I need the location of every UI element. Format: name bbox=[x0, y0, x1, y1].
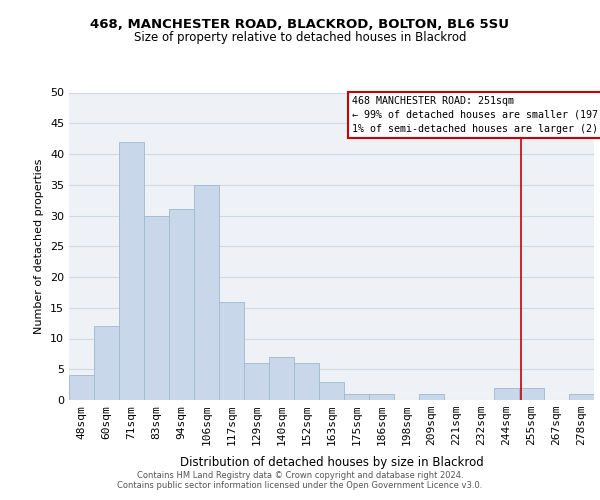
Bar bbox=[269, 357, 294, 400]
Text: 468 MANCHESTER ROAD: 251sqm
← 99% of detached houses are smaller (197)
1% of sem: 468 MANCHESTER ROAD: 251sqm ← 99% of det… bbox=[352, 96, 600, 134]
Bar bbox=[494, 388, 519, 400]
Text: Contains HM Land Registry data © Crown copyright and database right 2024.: Contains HM Land Registry data © Crown c… bbox=[137, 470, 463, 480]
Bar bbox=[244, 363, 269, 400]
Bar bbox=[294, 363, 319, 400]
Bar bbox=[169, 210, 194, 400]
Bar bbox=[344, 394, 369, 400]
Bar bbox=[144, 216, 169, 400]
Bar bbox=[519, 388, 544, 400]
Bar bbox=[219, 302, 244, 400]
Text: Contains public sector information licensed under the Open Government Licence v3: Contains public sector information licen… bbox=[118, 482, 482, 490]
Text: Size of property relative to detached houses in Blackrod: Size of property relative to detached ho… bbox=[134, 31, 466, 44]
Bar bbox=[319, 382, 344, 400]
Bar bbox=[569, 394, 594, 400]
Bar bbox=[419, 394, 444, 400]
X-axis label: Distribution of detached houses by size in Blackrod: Distribution of detached houses by size … bbox=[179, 456, 484, 469]
Bar bbox=[94, 326, 119, 400]
Text: 468, MANCHESTER ROAD, BLACKROD, BOLTON, BL6 5SU: 468, MANCHESTER ROAD, BLACKROD, BOLTON, … bbox=[91, 18, 509, 30]
Bar bbox=[69, 376, 94, 400]
Y-axis label: Number of detached properties: Number of detached properties bbox=[34, 158, 44, 334]
Bar bbox=[119, 142, 144, 400]
Bar bbox=[369, 394, 394, 400]
Bar bbox=[194, 184, 219, 400]
